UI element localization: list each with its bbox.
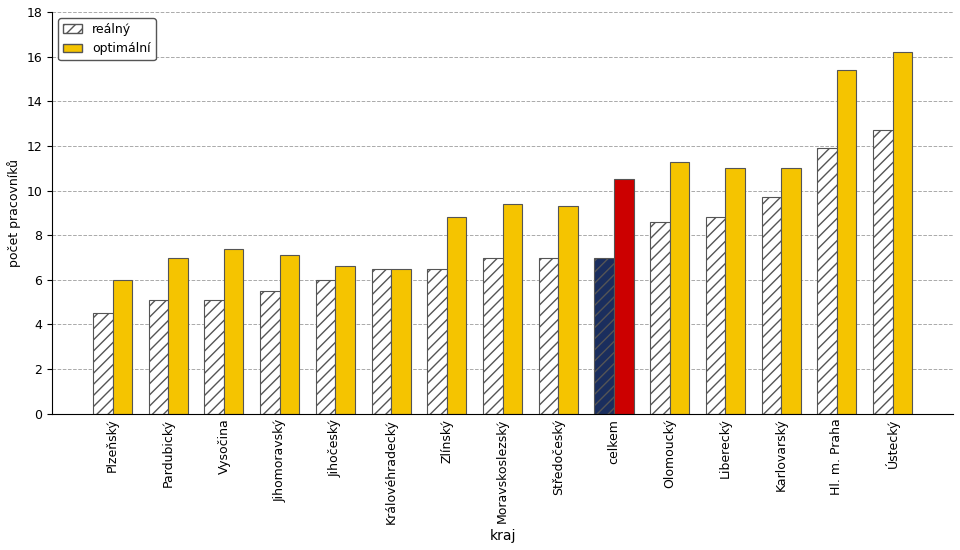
Bar bbox=[427, 268, 446, 414]
Bar bbox=[260, 291, 279, 414]
Bar bbox=[726, 168, 745, 414]
Y-axis label: počet pracovníků: počet pracovníků bbox=[7, 159, 21, 267]
Bar bbox=[670, 162, 689, 414]
Bar bbox=[817, 148, 837, 414]
Bar bbox=[650, 222, 670, 414]
Bar bbox=[706, 217, 726, 414]
Bar bbox=[204, 300, 224, 414]
Bar bbox=[168, 257, 188, 414]
Bar bbox=[781, 168, 801, 414]
Bar bbox=[539, 257, 559, 414]
Bar bbox=[503, 204, 522, 414]
Bar bbox=[316, 280, 335, 414]
Bar bbox=[335, 266, 355, 414]
Legend: reálný, optimální: reálný, optimální bbox=[59, 18, 156, 60]
Bar bbox=[279, 255, 300, 414]
Bar bbox=[594, 257, 614, 414]
Bar bbox=[614, 179, 634, 414]
Bar bbox=[893, 52, 912, 414]
Bar bbox=[559, 206, 578, 414]
Bar bbox=[837, 70, 856, 414]
Bar bbox=[149, 300, 168, 414]
X-axis label: kraj: kraj bbox=[490, 529, 516, 543]
Bar bbox=[224, 249, 244, 414]
Bar bbox=[761, 197, 781, 414]
Bar bbox=[483, 257, 503, 414]
Bar bbox=[391, 268, 411, 414]
Bar bbox=[93, 314, 112, 414]
Bar bbox=[372, 268, 391, 414]
Bar bbox=[873, 130, 893, 414]
Bar bbox=[112, 280, 132, 414]
Bar bbox=[446, 217, 467, 414]
